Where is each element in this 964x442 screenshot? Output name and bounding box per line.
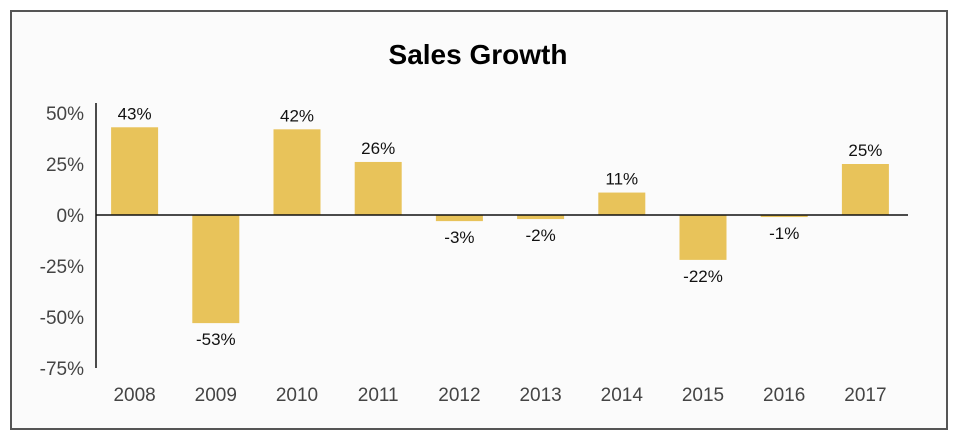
chart-title: Sales Growth [389, 39, 568, 70]
x-tick-label: 2009 [195, 385, 237, 406]
x-tick-label: 2012 [438, 385, 480, 406]
x-tick-label: 2008 [113, 385, 155, 406]
data-label-2015: -22% [683, 267, 723, 286]
bar-2011 [354, 161, 402, 215]
y-tick-label: 25% [46, 155, 84, 176]
y-tick-label: 50% [46, 104, 84, 125]
bars [111, 127, 889, 324]
x-tick-label: 2011 [358, 385, 399, 406]
bar-2014 [598, 192, 646, 215]
x-tick-label: 2014 [601, 385, 644, 406]
x-tick-label: 2017 [844, 385, 886, 406]
x-axis-ticks: 2008 2009 2010 2011 2012 2013 2014 2015 2016 2017 [113, 385, 886, 406]
data-labels: 43% -53% 42% 26% -3% -2% 11% -22% -1% 25% [118, 104, 883, 349]
y-tick-label: -25% [40, 257, 84, 278]
bar-2010 [273, 129, 321, 215]
bar-2009 [192, 215, 240, 324]
data-label-2011: 26% [361, 139, 395, 158]
data-label-2008: 43% [118, 104, 152, 123]
x-tick-label: 2010 [276, 385, 318, 406]
bar-2013 [517, 215, 565, 220]
data-label-2017: 25% [848, 141, 882, 160]
data-label-2014: 11% [605, 170, 638, 189]
bar-2008 [111, 127, 159, 215]
x-tick-label: 2016 [763, 385, 805, 406]
bar-2017 [841, 164, 889, 215]
bar-2015 [679, 215, 727, 260]
y-axis-ticks: 50% 25% 0% -25% -50% -75% [40, 104, 84, 380]
data-label-2009: -53% [196, 330, 236, 349]
x-tick-label: 2015 [682, 385, 724, 406]
y-tick-label: -50% [40, 308, 84, 329]
data-label-2012: -3% [444, 228, 474, 247]
data-label-2013: -2% [525, 226, 555, 245]
y-tick-label: -75% [40, 359, 84, 380]
data-label-2010: 42% [280, 106, 314, 125]
x-tick-label: 2013 [519, 385, 561, 406]
y-tick-label: 0% [57, 206, 85, 227]
bar-2012 [435, 215, 483, 222]
data-label-2016: -1% [769, 224, 799, 243]
bar-2016 [760, 215, 808, 218]
